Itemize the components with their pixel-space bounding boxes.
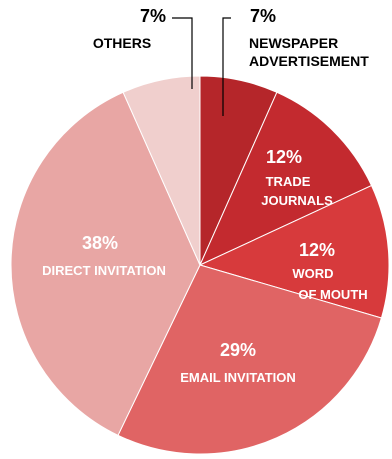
newspaper-value: 7%	[250, 6, 276, 26]
word-label-line1: WORD	[292, 266, 333, 281]
word-label-line2: OF MOUTH	[298, 287, 367, 302]
pie-slice-direct-invitation	[10, 91, 201, 436]
direct-value: 38%	[82, 233, 118, 253]
others-leader-line	[172, 17, 193, 89]
pie-slice-word-of-mouth	[198, 184, 390, 319]
newspaper-label-line2: ADVERTISEMENT	[249, 53, 369, 69]
direct-label: DIRECT INVITATION	[42, 263, 166, 278]
pie-slice-others	[122, 75, 201, 266]
newspaper-leader-line	[222, 17, 231, 116]
pie-slice-email-invitation	[117, 264, 383, 455]
trade-label-line1: TRADE	[266, 174, 311, 189]
email-label: EMAIL INVITATION	[180, 370, 296, 385]
others-label: OTHERS	[93, 35, 151, 51]
trade-label-line2: JOURNALS	[261, 193, 333, 208]
newspaper-label-line1: NEWSPAPER	[249, 35, 338, 51]
word-value: 12%	[299, 240, 335, 260]
email-value: 29%	[220, 340, 256, 360]
trade-value: 12%	[266, 147, 302, 167]
others-value: 7%	[140, 6, 166, 26]
pie-slices	[10, 75, 390, 455]
pie-slice-trade-journals	[199, 91, 373, 267]
